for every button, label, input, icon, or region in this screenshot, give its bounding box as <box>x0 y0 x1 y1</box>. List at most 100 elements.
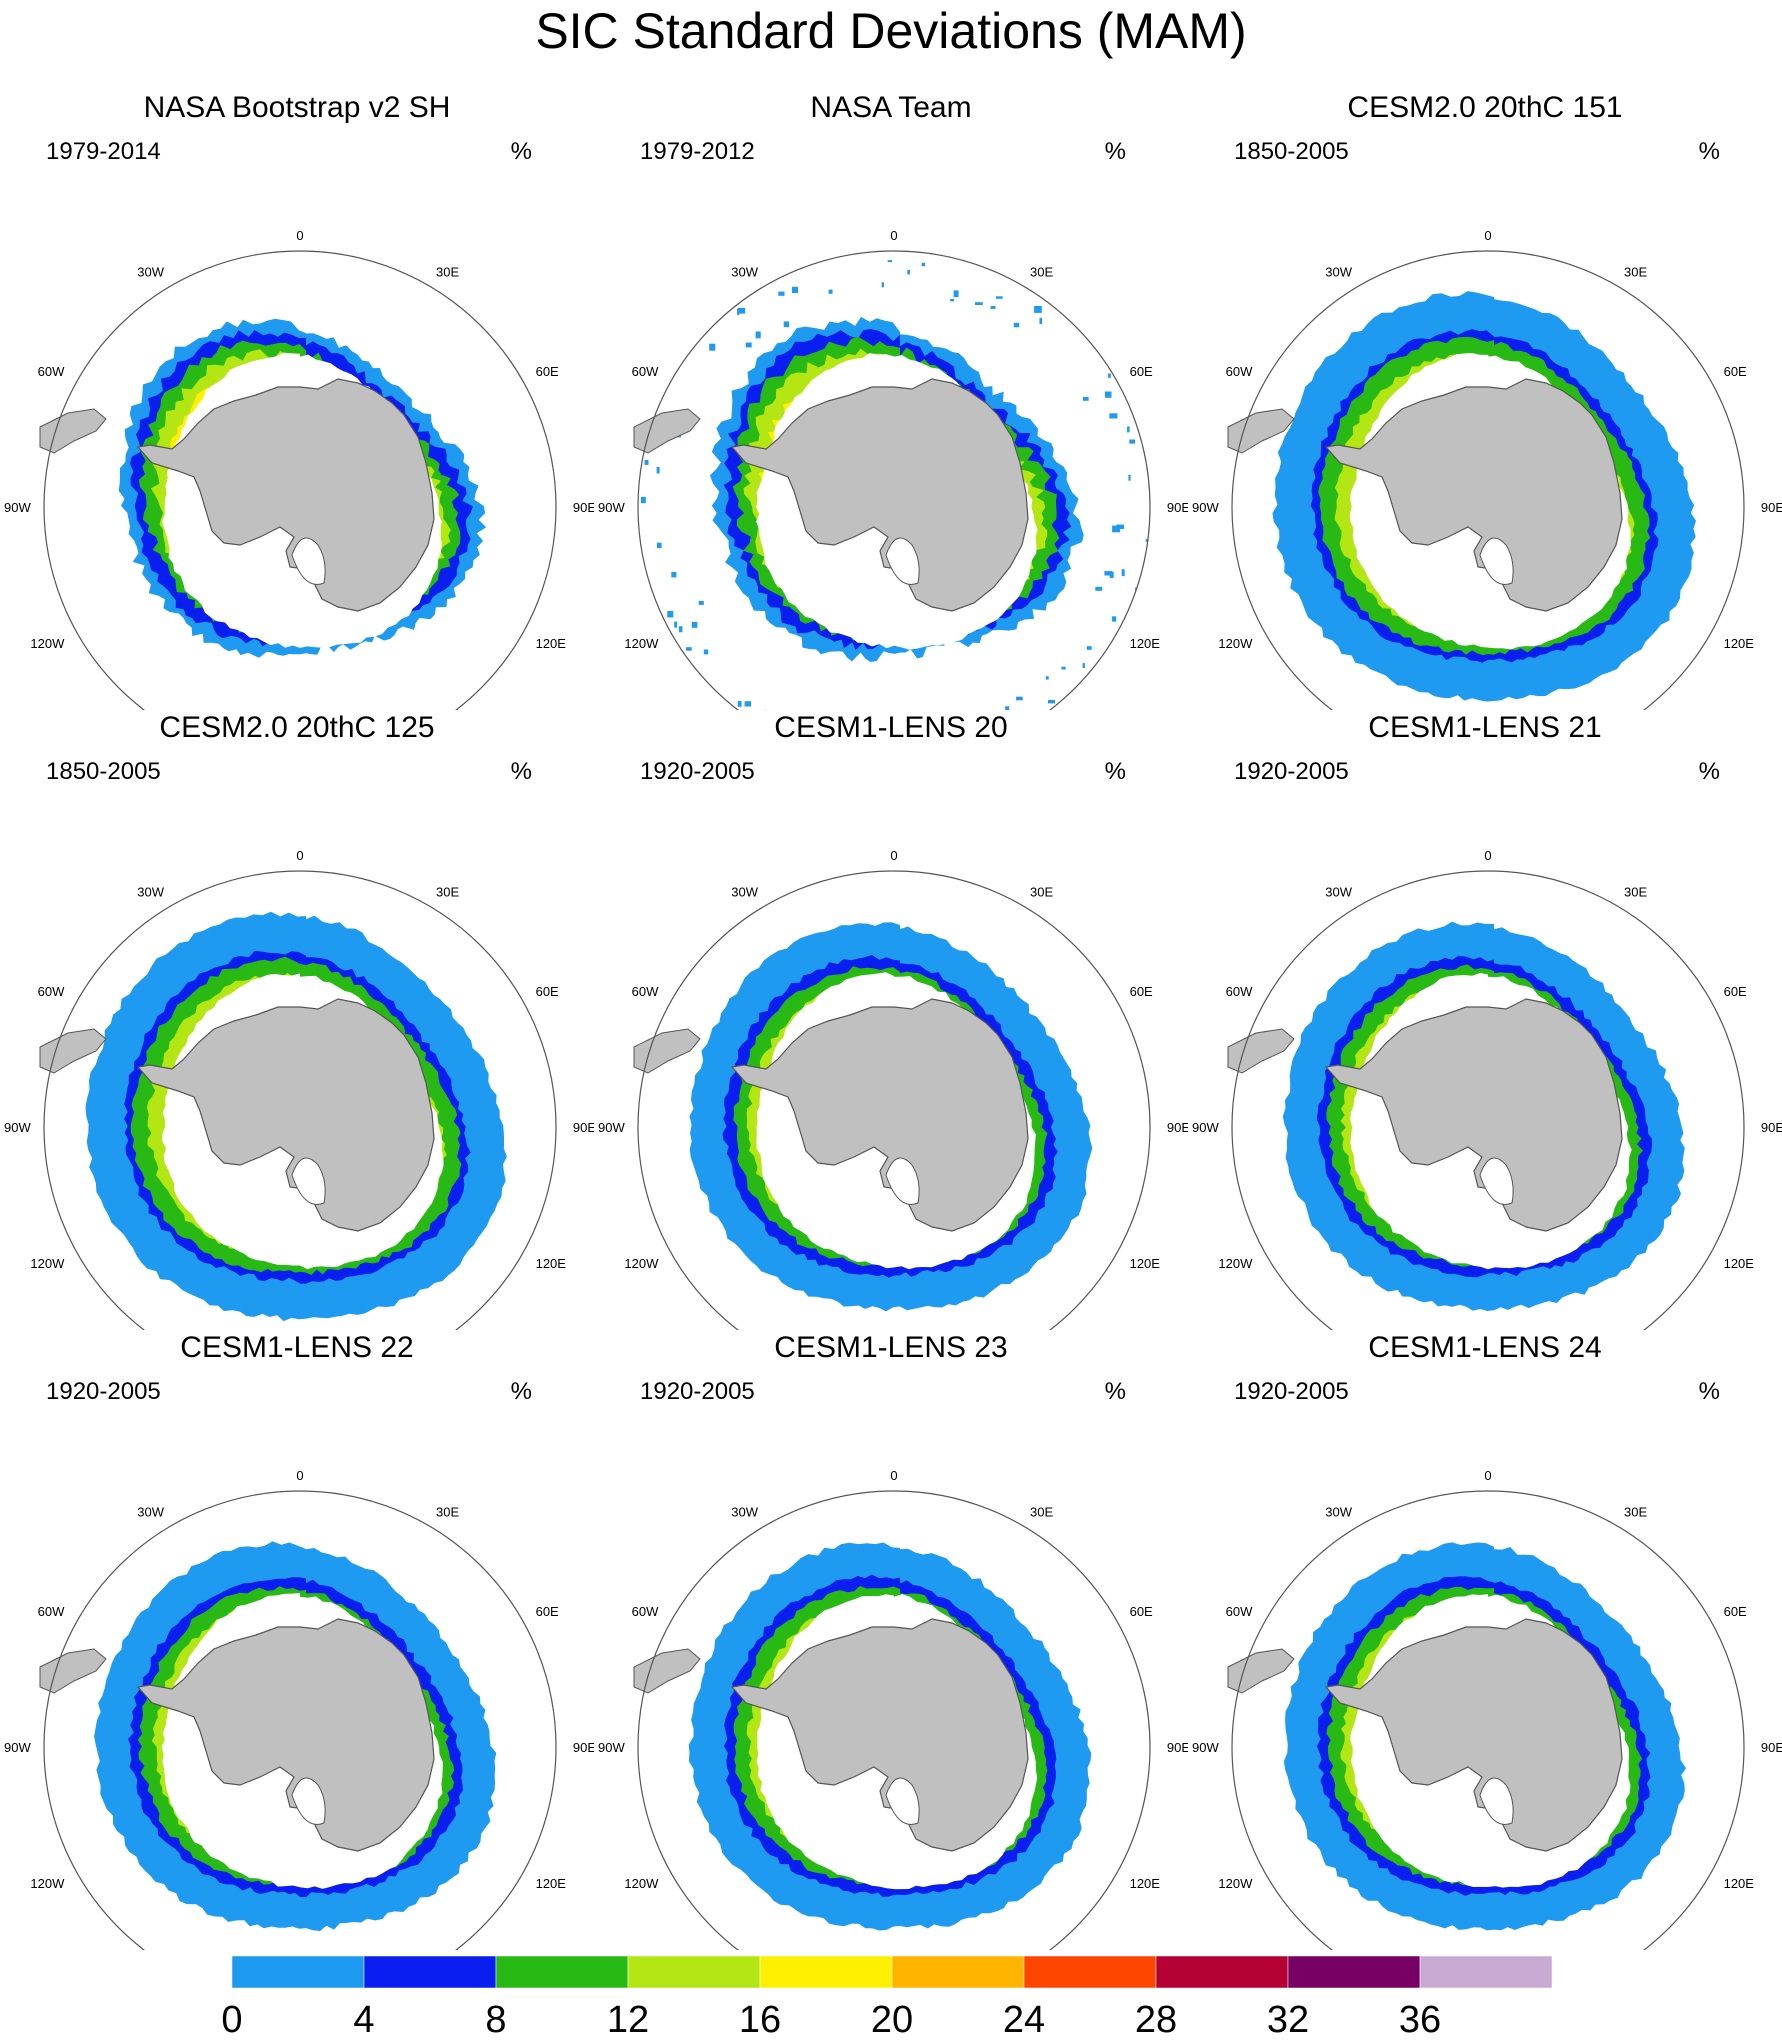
map-boundary <box>1231 1490 1745 1950</box>
colorbar-swatch <box>759 1955 893 1989</box>
ice-shelf <box>291 1157 326 1205</box>
colorbar-tick-label: 32 <box>1267 1999 1309 2041</box>
longitude-label: 120E <box>1130 1876 1161 1891</box>
panel-period: 1920-2005 <box>1234 758 1349 785</box>
ice-speck <box>667 611 674 618</box>
panel-period: 1920-2005 <box>640 1378 755 1405</box>
longitude-label: 0 <box>1484 1468 1491 1483</box>
ice-shelf <box>885 1777 920 1825</box>
ice-speck <box>783 321 790 328</box>
longitude-label: 120W <box>624 1876 659 1891</box>
antarctica-landmass <box>136 1618 435 1852</box>
panel-title: NASA Team <box>810 91 972 124</box>
longitude-label: 60W <box>1226 984 1253 999</box>
ice-shelf <box>885 1157 920 1205</box>
colorbar-tick-label: 16 <box>739 1999 781 2041</box>
longitude-label: 60E <box>1130 1604 1153 1619</box>
longitude-label: 60E <box>536 364 559 379</box>
antarctica-landmass <box>730 1618 1029 1852</box>
ice-speck <box>744 701 751 707</box>
longitude-label: 60E <box>536 984 559 999</box>
polar-map: 030E60E90E120E150E180150W120W90W60W30W <box>1192 848 1782 1330</box>
longitude-label: 120E <box>1724 1876 1755 1891</box>
panel-period: 1979-2012 <box>640 138 755 165</box>
ice-speck <box>1013 322 1020 328</box>
ice-speck <box>1005 706 1010 710</box>
longitude-label: 90W <box>1192 1120 1219 1135</box>
antarctica-landmass <box>730 378 1029 612</box>
panel-title: CESM1-LENS 21 <box>1368 711 1602 744</box>
panel-title: CESM2.0 20thC 151 <box>1347 91 1623 124</box>
longitude-label: 30E <box>1030 884 1053 899</box>
panel-title: CESM1-LENS 24 <box>1368 1331 1602 1364</box>
longitude-label: 90E <box>573 1120 594 1135</box>
polar-map: 030E60E90E120E150E180150W120W90W60W30W <box>4 1468 594 1950</box>
antarctica-landmass <box>136 998 435 1232</box>
longitude-label: 90W <box>4 1120 31 1135</box>
colorbar-swatch <box>1419 1955 1553 1989</box>
antarctica-landmass <box>730 998 1029 1232</box>
ice-speck <box>1086 646 1092 650</box>
antarctica-landmass <box>1324 998 1623 1232</box>
longitude-label: 30E <box>436 1504 459 1519</box>
longitude-label: 30E <box>1030 264 1053 279</box>
colorbar-swatch <box>231 1955 365 1989</box>
map-boundary <box>43 250 557 710</box>
longitude-label: 120E <box>1724 1256 1755 1271</box>
panel-period: 1920-2005 <box>46 1378 161 1405</box>
longitude-label: 60W <box>1226 364 1253 379</box>
longitude-label: 30W <box>137 884 164 899</box>
panel-unit: % <box>510 138 532 165</box>
colorbar-swatch <box>1023 1955 1157 1989</box>
colorbar-tick-label: 20 <box>871 1999 913 2041</box>
panel-unit: % <box>1104 758 1126 785</box>
longitude-label: 120E <box>536 1876 567 1891</box>
longitude-label: 30W <box>1325 884 1352 899</box>
longitude-label: 90E <box>573 500 594 515</box>
longitude-label: 30W <box>1325 264 1352 279</box>
longitude-label: 60E <box>536 1604 559 1619</box>
panel-unit: % <box>510 758 532 785</box>
ice-speck <box>1128 474 1131 481</box>
map-boundary <box>1231 250 1745 710</box>
polar-map: 030E60E90E120E150E180150W120W90W60W30W <box>4 228 594 710</box>
longitude-label: 30W <box>731 1504 758 1519</box>
ice-speck <box>950 299 955 302</box>
colorbar-swatch <box>627 1955 761 1989</box>
longitude-label: 90E <box>1761 1120 1782 1135</box>
longitude-label: 60E <box>1130 364 1153 379</box>
longitude-label: 90E <box>573 1740 594 1755</box>
ice-speck <box>887 260 892 263</box>
longitude-label: 30W <box>731 884 758 899</box>
colorbar-swatch <box>363 1955 497 1989</box>
colorbar-swatch <box>1287 1955 1421 1989</box>
ice-speck <box>1107 373 1111 378</box>
ice-speck <box>792 286 798 293</box>
south-america-tip <box>39 408 107 454</box>
longitude-label: 0 <box>296 1468 303 1483</box>
longitude-label: 60W <box>38 364 65 379</box>
map-boundary <box>43 1490 557 1950</box>
longitude-label: 0 <box>1484 848 1491 863</box>
longitude-label: 90E <box>1167 1740 1188 1755</box>
south-america-tip <box>39 1648 107 1694</box>
panel-period: 1850-2005 <box>46 758 161 785</box>
polar-map: 030E60E90E120E150E180150W120W90W60W30W <box>598 228 1188 710</box>
ice-speck <box>990 306 996 309</box>
ice-speck <box>1112 525 1121 533</box>
longitude-label: 0 <box>296 228 303 243</box>
ice-speck <box>921 262 926 267</box>
longitude-label: 120E <box>1724 636 1755 651</box>
ice-speck <box>1112 616 1117 622</box>
longitude-label: 120E <box>1130 1256 1161 1271</box>
ice-shelf <box>885 537 920 585</box>
ice-speck <box>1048 700 1055 704</box>
longitude-label: 120W <box>624 636 659 651</box>
longitude-label: 90E <box>1761 1740 1782 1755</box>
ice-speck <box>656 466 660 474</box>
panel-period: 1850-2005 <box>1234 138 1349 165</box>
longitude-label: 60W <box>632 364 659 379</box>
ice-speck <box>674 621 678 628</box>
figure-title: SIC Standard Deviations (MAM) <box>535 3 1247 59</box>
colorbar-tick-label: 28 <box>1135 1999 1177 2041</box>
